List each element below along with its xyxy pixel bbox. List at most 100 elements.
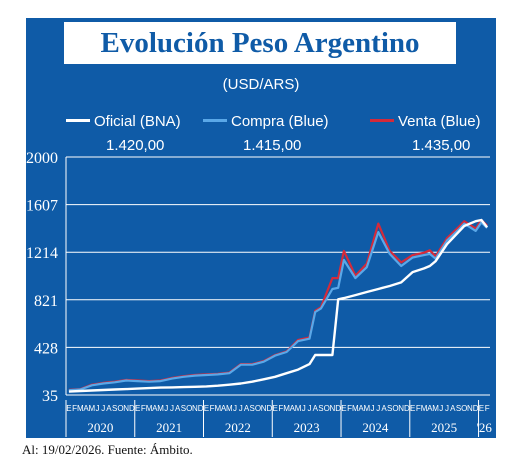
month-tick-label: N bbox=[261, 404, 267, 413]
month-tick-label: S bbox=[387, 404, 392, 413]
month-tick-label: S bbox=[318, 404, 323, 413]
month-tick-label: O bbox=[255, 404, 261, 413]
month-tick-label: E bbox=[272, 404, 277, 413]
month-tick-label: A bbox=[450, 404, 456, 413]
month-tick-label: D bbox=[267, 404, 273, 413]
legend-venta-label: Venta (Blue) bbox=[398, 113, 481, 130]
month-tick-label: J bbox=[308, 404, 312, 413]
month-tick-label: D bbox=[404, 404, 410, 413]
year-label: 2020 bbox=[87, 420, 113, 435]
month-tick-label: M bbox=[88, 404, 95, 413]
month-tick-label: A bbox=[106, 404, 112, 413]
month-tick-label: O bbox=[186, 404, 192, 413]
month-tick-label: M bbox=[283, 404, 290, 413]
y-tick-label: 1607 bbox=[26, 198, 58, 215]
month-tick-label: E bbox=[410, 404, 415, 413]
legend-compra-label: Compra (Blue) bbox=[231, 113, 329, 130]
year-label: 2025 bbox=[431, 420, 457, 435]
month-tick-label: E bbox=[341, 404, 346, 413]
series-oficial-line bbox=[68, 218, 489, 393]
y-tick-label: 428 bbox=[34, 340, 58, 357]
month-tick-label: N bbox=[330, 404, 336, 413]
year-label: 2022 bbox=[225, 420, 251, 435]
month-tick-label: J bbox=[371, 404, 375, 413]
chart-title: Evolución Peso Argentino bbox=[100, 27, 420, 59]
year-label: 2023 bbox=[294, 420, 320, 435]
month-tick-label: A bbox=[244, 404, 250, 413]
month-tick-label: M bbox=[432, 404, 439, 413]
legend-oficial: Oficial (BNA) bbox=[66, 113, 181, 130]
y-tick-label: 821 bbox=[34, 293, 58, 310]
month-tick-label: F bbox=[210, 404, 215, 413]
month-tick-label: J bbox=[239, 404, 243, 413]
month-tick-label: A bbox=[313, 404, 319, 413]
month-tick-label: J bbox=[170, 404, 174, 413]
legend-venta: Venta (Blue) bbox=[370, 113, 481, 130]
month-tick-label: J bbox=[96, 404, 100, 413]
month-tick-label: A bbox=[175, 404, 181, 413]
month-tick-label: M bbox=[352, 404, 359, 413]
title-box bbox=[64, 22, 456, 64]
month-tick-label: N bbox=[398, 404, 404, 413]
month-tick-label: S bbox=[250, 404, 255, 413]
month-tick-label: S bbox=[456, 404, 461, 413]
month-tick-label: O bbox=[324, 404, 330, 413]
month-tick-label: M bbox=[363, 404, 370, 413]
chart-panel bbox=[26, 18, 496, 438]
month-tick-label: M bbox=[157, 404, 164, 413]
month-tick-label: J bbox=[233, 404, 237, 413]
month-tick-label: F bbox=[278, 404, 283, 413]
month-tick-label: F bbox=[347, 404, 352, 413]
month-tick-label: O bbox=[117, 404, 123, 413]
footer-source: Al: 19/02/2026. Fuente: Ámbito. bbox=[22, 442, 193, 457]
month-tick-label: D bbox=[198, 404, 204, 413]
month-tick-label: A bbox=[381, 404, 387, 413]
month-tick-label: J bbox=[302, 404, 306, 413]
year-label: 2024 bbox=[362, 420, 389, 435]
month-tick-label: A bbox=[358, 404, 364, 413]
month-tick-label: M bbox=[215, 404, 222, 413]
legend-oficial-label: Oficial (BNA) bbox=[94, 113, 181, 130]
month-tick-label: A bbox=[427, 404, 433, 413]
month-tick-label: O bbox=[392, 404, 398, 413]
compra-value: 1.415,00 bbox=[243, 137, 302, 154]
month-tick-label: F bbox=[485, 404, 490, 413]
month-tick-label: A bbox=[152, 404, 158, 413]
month-tick-label: D bbox=[335, 404, 341, 413]
month-tick-label: M bbox=[226, 404, 233, 413]
series-compra-line bbox=[68, 221, 488, 392]
month-tick-label: E bbox=[135, 404, 140, 413]
month-tick-label: M bbox=[77, 404, 84, 413]
month-tick-label: N bbox=[192, 404, 198, 413]
month-tick-label: E bbox=[479, 404, 484, 413]
month-tick-label: E bbox=[66, 404, 71, 413]
month-tick-label: M bbox=[146, 404, 153, 413]
month-tick-label: E bbox=[204, 404, 209, 413]
y-tick-label: 2000 bbox=[26, 150, 58, 167]
legend-venta-swatch bbox=[370, 118, 394, 122]
month-tick-label: A bbox=[290, 404, 296, 413]
oficial-value: 1.420,00 bbox=[106, 137, 165, 154]
month-tick-label: A bbox=[83, 404, 89, 413]
legend-oficial-swatch bbox=[66, 118, 90, 122]
month-tick-label: N bbox=[467, 404, 473, 413]
month-tick-label: M bbox=[295, 404, 302, 413]
series-venta-line bbox=[68, 218, 488, 391]
y-tick-label: 35 bbox=[42, 388, 58, 405]
month-tick-label: J bbox=[164, 404, 168, 413]
legend-compra-swatch bbox=[203, 118, 227, 122]
year-label: '26 bbox=[477, 420, 493, 435]
month-tick-label: F bbox=[72, 404, 77, 413]
y-tick-label: 1214 bbox=[26, 245, 58, 262]
month-tick-label: A bbox=[221, 404, 227, 413]
month-tick-label: F bbox=[416, 404, 421, 413]
month-tick-label: J bbox=[101, 404, 105, 413]
month-tick-label: J bbox=[376, 404, 380, 413]
month-tick-label: S bbox=[181, 404, 186, 413]
month-tick-label: O bbox=[461, 404, 467, 413]
year-label: 2021 bbox=[156, 420, 182, 435]
month-tick-label: S bbox=[112, 404, 117, 413]
month-tick-label: N bbox=[123, 404, 129, 413]
month-tick-label: J bbox=[445, 404, 449, 413]
